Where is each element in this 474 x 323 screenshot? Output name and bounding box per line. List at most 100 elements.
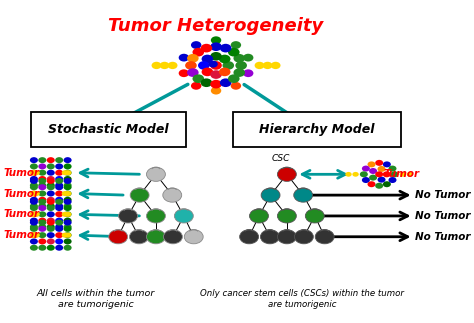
- Circle shape: [47, 245, 55, 251]
- Circle shape: [62, 233, 69, 238]
- Circle shape: [243, 54, 254, 61]
- Circle shape: [231, 82, 241, 90]
- Circle shape: [146, 167, 165, 181]
- Circle shape: [210, 42, 222, 51]
- Circle shape: [345, 172, 352, 177]
- Circle shape: [38, 218, 46, 224]
- Text: Tumor: Tumor: [3, 168, 40, 178]
- Circle shape: [62, 191, 69, 196]
- Circle shape: [234, 54, 245, 63]
- Circle shape: [64, 191, 72, 196]
- Circle shape: [64, 170, 72, 175]
- Circle shape: [352, 172, 359, 177]
- Circle shape: [109, 230, 128, 244]
- Circle shape: [30, 232, 38, 238]
- Circle shape: [30, 170, 37, 175]
- Circle shape: [38, 205, 46, 211]
- Circle shape: [179, 54, 189, 61]
- Circle shape: [30, 218, 38, 224]
- Circle shape: [47, 232, 55, 238]
- Circle shape: [228, 74, 239, 83]
- Circle shape: [64, 245, 72, 251]
- Text: Tumor: Tumor: [384, 169, 420, 179]
- Circle shape: [55, 211, 63, 217]
- Circle shape: [30, 211, 38, 217]
- Circle shape: [55, 220, 63, 225]
- Circle shape: [55, 238, 63, 245]
- Circle shape: [30, 203, 38, 209]
- Circle shape: [185, 61, 197, 70]
- Circle shape: [55, 184, 63, 190]
- Text: All cells within the tumor
are tumorigenic: All cells within the tumor are tumorigen…: [36, 289, 155, 309]
- Circle shape: [30, 197, 38, 203]
- Circle shape: [30, 170, 38, 176]
- Circle shape: [210, 52, 222, 61]
- Circle shape: [130, 188, 149, 202]
- Text: No Tumor: No Tumor: [415, 232, 470, 242]
- Circle shape: [55, 191, 63, 196]
- Circle shape: [277, 209, 296, 223]
- Text: No Tumor: No Tumor: [415, 211, 470, 221]
- Circle shape: [38, 157, 46, 163]
- Circle shape: [55, 199, 63, 205]
- Circle shape: [30, 178, 38, 184]
- Circle shape: [64, 203, 72, 209]
- Circle shape: [30, 184, 38, 190]
- Circle shape: [219, 55, 230, 63]
- Circle shape: [211, 87, 221, 95]
- Circle shape: [55, 218, 63, 224]
- Circle shape: [369, 168, 377, 174]
- Circle shape: [228, 48, 239, 57]
- Circle shape: [30, 205, 38, 211]
- Circle shape: [201, 78, 212, 87]
- Circle shape: [64, 211, 72, 217]
- Circle shape: [211, 36, 221, 44]
- Circle shape: [30, 220, 38, 225]
- Circle shape: [389, 177, 396, 183]
- Circle shape: [55, 176, 63, 182]
- Text: Hierarchy Model: Hierarchy Model: [259, 123, 374, 136]
- Circle shape: [240, 230, 258, 244]
- Circle shape: [64, 182, 72, 188]
- Circle shape: [383, 162, 391, 167]
- Circle shape: [210, 61, 222, 70]
- Circle shape: [47, 163, 55, 170]
- Circle shape: [389, 166, 396, 172]
- Circle shape: [47, 238, 55, 245]
- Circle shape: [30, 238, 38, 245]
- Circle shape: [64, 191, 72, 196]
- Circle shape: [47, 182, 55, 188]
- Circle shape: [38, 182, 46, 188]
- Circle shape: [375, 160, 383, 166]
- FancyBboxPatch shape: [233, 112, 401, 147]
- Circle shape: [129, 230, 148, 244]
- Circle shape: [30, 245, 38, 251]
- Circle shape: [47, 203, 55, 209]
- Circle shape: [187, 68, 199, 77]
- Circle shape: [47, 184, 55, 190]
- Circle shape: [249, 209, 268, 223]
- Circle shape: [383, 171, 391, 177]
- Circle shape: [179, 69, 189, 77]
- Circle shape: [220, 44, 231, 52]
- Circle shape: [191, 82, 201, 90]
- Circle shape: [38, 199, 46, 205]
- Circle shape: [201, 68, 213, 76]
- Circle shape: [30, 163, 38, 170]
- Circle shape: [55, 197, 63, 203]
- Circle shape: [210, 80, 222, 89]
- Circle shape: [55, 203, 63, 209]
- Circle shape: [55, 245, 63, 251]
- Circle shape: [294, 188, 313, 202]
- Circle shape: [118, 209, 137, 223]
- Circle shape: [30, 224, 38, 230]
- Circle shape: [55, 224, 63, 230]
- Circle shape: [47, 197, 55, 203]
- Circle shape: [362, 166, 370, 172]
- Circle shape: [243, 69, 254, 77]
- Circle shape: [64, 170, 72, 176]
- Circle shape: [55, 170, 63, 176]
- Circle shape: [192, 74, 204, 83]
- Circle shape: [38, 191, 46, 196]
- Circle shape: [367, 181, 375, 187]
